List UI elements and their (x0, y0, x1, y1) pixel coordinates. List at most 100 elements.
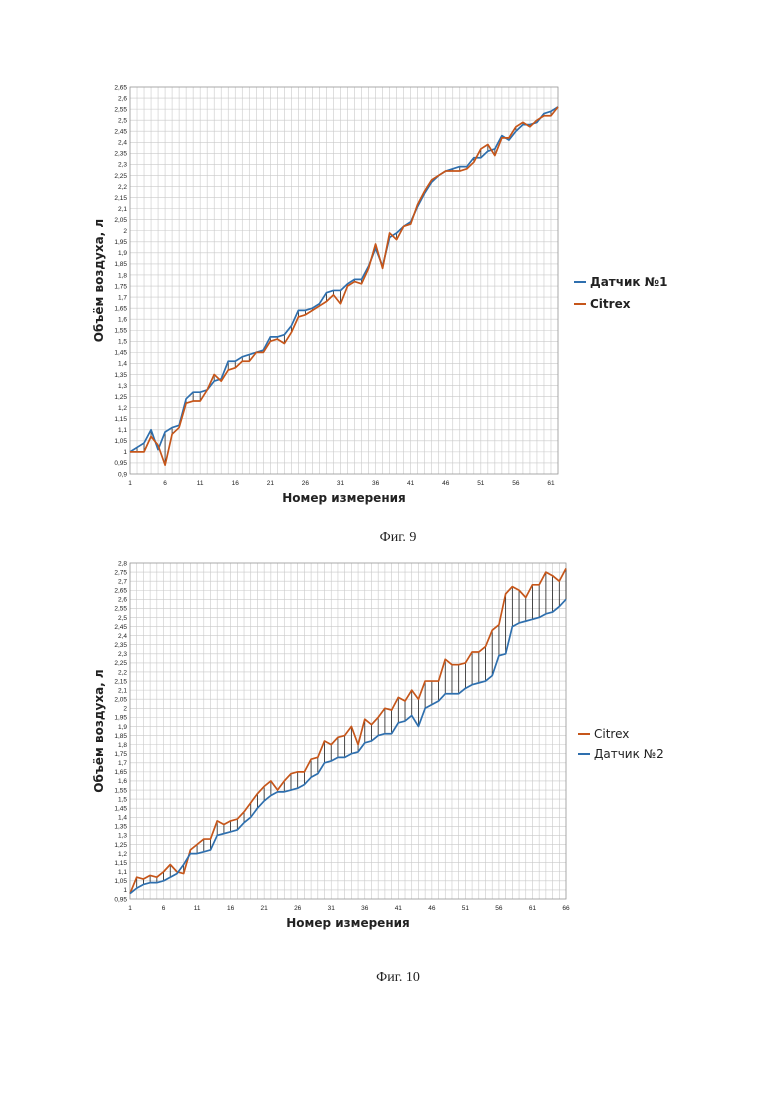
chart-fig-10: 0,9511,051,11,151,21,251,31,351,41,451,5… (92, 560, 664, 985)
y-tick-label: 2,35 (114, 642, 127, 649)
y-tick-label: 2,4 (118, 633, 127, 640)
page-canvas: 0,90,9511,051,11,151,21,251,31,351,41,45… (0, 0, 780, 1103)
y-tick-label: 1,45 (114, 350, 127, 357)
y-tick-label: 1,75 (114, 751, 127, 758)
y-tick-label: 1,85 (114, 733, 127, 740)
y-tick-label: 1,05 (114, 438, 127, 445)
y-tick-label: 1,3 (118, 383, 127, 390)
y-tick-label: 1,95 (114, 715, 127, 722)
x-tick-label: 46 (442, 480, 450, 487)
x-tick-label: 26 (302, 480, 310, 487)
series-line-sensor (130, 107, 558, 452)
y-tick-label: 1,05 (114, 878, 127, 885)
y-tick-label: 1,7 (118, 760, 127, 767)
y-tick-label: 1,4 (118, 361, 127, 368)
y-tick-label: 1,75 (114, 283, 127, 290)
y-tick-label: 1,15 (114, 860, 127, 867)
x-tick-label: 51 (477, 480, 485, 487)
y-tick-label: 2,6 (118, 95, 127, 102)
series-line-sensor (130, 599, 566, 893)
x-tick-label: 51 (462, 905, 470, 912)
y-tick-label: 2,15 (114, 678, 127, 685)
x-tick-label: 36 (372, 480, 380, 487)
y-tick-label: 2,1 (118, 687, 127, 694)
x-tick-label: 56 (512, 480, 520, 487)
y-tick-label: 1,1 (118, 427, 127, 434)
x-tick-label: 41 (395, 905, 403, 912)
y-tick-label: 2,25 (114, 173, 127, 180)
y-tick-label: 1,9 (118, 724, 127, 731)
figure-caption: Фиг. 10 (376, 970, 420, 985)
x-tick-label: 21 (267, 480, 275, 487)
legend-entry: Citrex (594, 727, 629, 741)
x-axis-title: Номер измерения (286, 916, 409, 930)
y-tick-label: 2,4 (118, 140, 127, 147)
y-tick-label: 1,55 (114, 787, 127, 794)
y-tick-label: 1 (123, 449, 127, 456)
y-tick-label: 2,25 (114, 660, 127, 667)
y-tick-label: 2,8 (118, 560, 127, 567)
y-tick-label: 2,45 (114, 624, 127, 631)
x-tick-label: 6 (163, 480, 167, 487)
x-tick-label: 56 (495, 905, 503, 912)
y-tick-label: 2,2 (118, 184, 127, 191)
y-tick-label: 0,95 (114, 896, 127, 903)
y-tick-label: 1,5 (118, 339, 127, 346)
chart-fig-9: 0,90,9511,051,11,151,21,251,31,351,41,45… (92, 84, 668, 545)
y-tick-label: 1,95 (114, 239, 127, 246)
x-tick-label: 16 (227, 905, 235, 912)
y-tick-label: 1,3 (118, 833, 127, 840)
y-tick-label: 1,8 (118, 272, 127, 279)
x-tick-label: 36 (361, 905, 369, 912)
y-tick-label: 2,05 (114, 217, 127, 224)
y-tick-label: 2 (123, 228, 127, 235)
y-tick-label: 1,35 (114, 372, 127, 379)
x-tick-label: 11 (194, 905, 201, 912)
x-tick-label: 31 (337, 480, 345, 487)
y-tick-label: 2,5 (118, 615, 127, 622)
y-tick-label: 2,7 (118, 578, 127, 585)
x-tick-label: 11 (197, 480, 204, 487)
y-tick-label: 1,8 (118, 742, 127, 749)
y-tick-label: 1,25 (114, 394, 127, 401)
y-tick-label: 0,95 (114, 460, 127, 467)
x-tick-label: 6 (162, 905, 166, 912)
x-tick-label: 66 (562, 905, 570, 912)
y-tick-label: 2,15 (114, 195, 127, 202)
y-tick-label: 1 (123, 887, 127, 894)
y-axis-title: Объём воздуха, л (92, 669, 106, 792)
y-tick-label: 2,3 (118, 162, 127, 169)
y-tick-label: 2,35 (114, 151, 127, 158)
x-tick-label: 61 (529, 905, 537, 912)
y-tick-label: 1,85 (114, 261, 127, 268)
y-tick-label: 1,4 (118, 815, 127, 822)
y-tick-label: 2,75 (114, 569, 127, 576)
x-tick-label: 41 (407, 480, 415, 487)
y-tick-label: 1,6 (118, 317, 127, 324)
y-tick-label: 1,1 (118, 869, 127, 876)
y-tick-label: 2,6 (118, 597, 127, 604)
y-tick-label: 1,6 (118, 778, 127, 785)
y-tick-label: 1,2 (118, 851, 127, 858)
legend-entry: Датчик №2 (594, 747, 664, 761)
figure-caption: Фиг. 9 (380, 530, 417, 545)
y-tick-label: 1,55 (114, 328, 127, 335)
y-tick-label: 1,9 (118, 250, 127, 257)
y-tick-label: 2,1 (118, 206, 127, 213)
y-tick-label: 1,7 (118, 294, 127, 301)
y-tick-label: 1,25 (114, 842, 127, 849)
y-tick-label: 2,05 (114, 697, 127, 704)
x-tick-label: 21 (261, 905, 269, 912)
y-tick-label: 2,2 (118, 669, 127, 676)
y-tick-label: 2 (123, 706, 127, 713)
y-tick-label: 2,55 (114, 606, 127, 613)
y-tick-label: 1,2 (118, 405, 127, 412)
x-tick-label: 46 (428, 905, 436, 912)
x-tick-label: 16 (232, 480, 240, 487)
x-tick-label: 61 (547, 480, 555, 487)
plot-area (130, 87, 558, 474)
y-tick-label: 1,5 (118, 796, 127, 803)
y-tick-label: 1,35 (114, 824, 127, 831)
legend-entry: Датчик №1 (590, 275, 668, 289)
x-axis-title: Номер измерения (282, 491, 405, 505)
